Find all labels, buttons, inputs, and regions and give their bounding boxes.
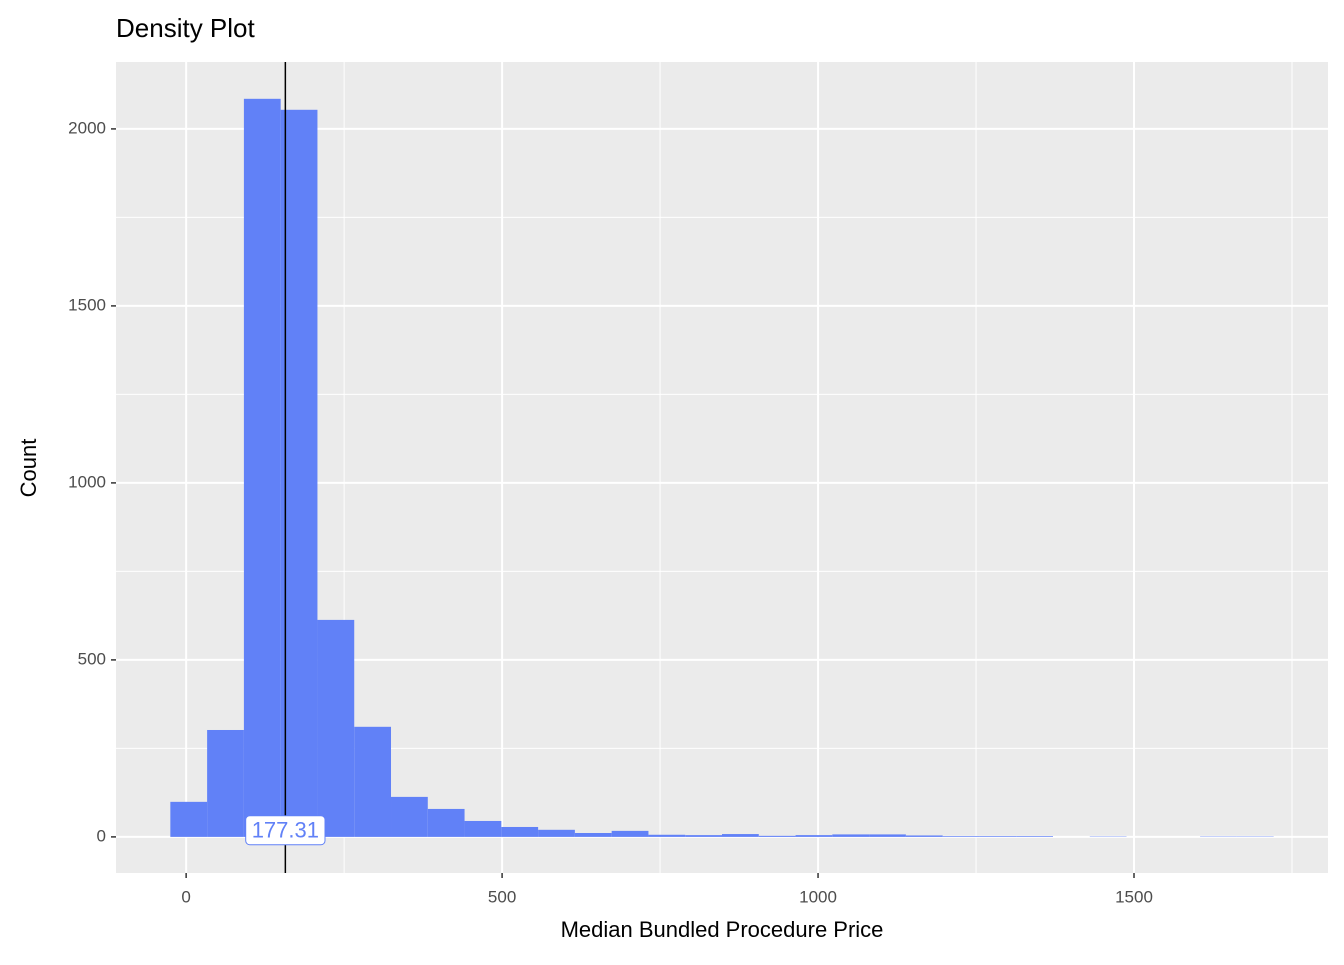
bar: [501, 827, 538, 837]
bar: [612, 831, 649, 837]
y-tick-label: 0: [97, 826, 106, 845]
bar: [538, 830, 575, 837]
bar: [979, 836, 1016, 837]
bar: [722, 834, 759, 837]
y-tick-label: 1000: [68, 472, 106, 491]
bar: [317, 620, 354, 837]
bar: [465, 821, 502, 837]
x-tick-label: 1000: [799, 887, 837, 906]
x-tick-label: 0: [181, 887, 190, 906]
bar: [869, 834, 906, 836]
x-axis-title: Median Bundled Procedure Price: [561, 917, 884, 942]
bar: [207, 730, 244, 837]
bar: [906, 835, 943, 836]
bar: [428, 809, 465, 837]
chart-title: Density Plot: [116, 13, 255, 43]
y-tick-label: 500: [78, 649, 106, 668]
y-tick-label: 1500: [68, 295, 106, 314]
bar: [354, 727, 391, 837]
bar: [648, 835, 685, 837]
bar: [281, 110, 318, 837]
bar: [943, 836, 980, 837]
x-tick-label: 500: [488, 887, 516, 906]
bar: [832, 834, 869, 836]
bar: [244, 99, 281, 837]
annotation-label: 177.31: [252, 818, 319, 843]
y-axis-title: Count: [16, 439, 41, 498]
bar: [796, 835, 833, 837]
y-tick-label: 2000: [68, 118, 106, 137]
bar: [685, 835, 722, 837]
x-tick-label: 1500: [1115, 887, 1153, 906]
bar: [575, 833, 612, 837]
bar: [1016, 836, 1053, 837]
bar: [391, 797, 428, 837]
bar: [170, 802, 207, 837]
bar: [759, 836, 796, 837]
